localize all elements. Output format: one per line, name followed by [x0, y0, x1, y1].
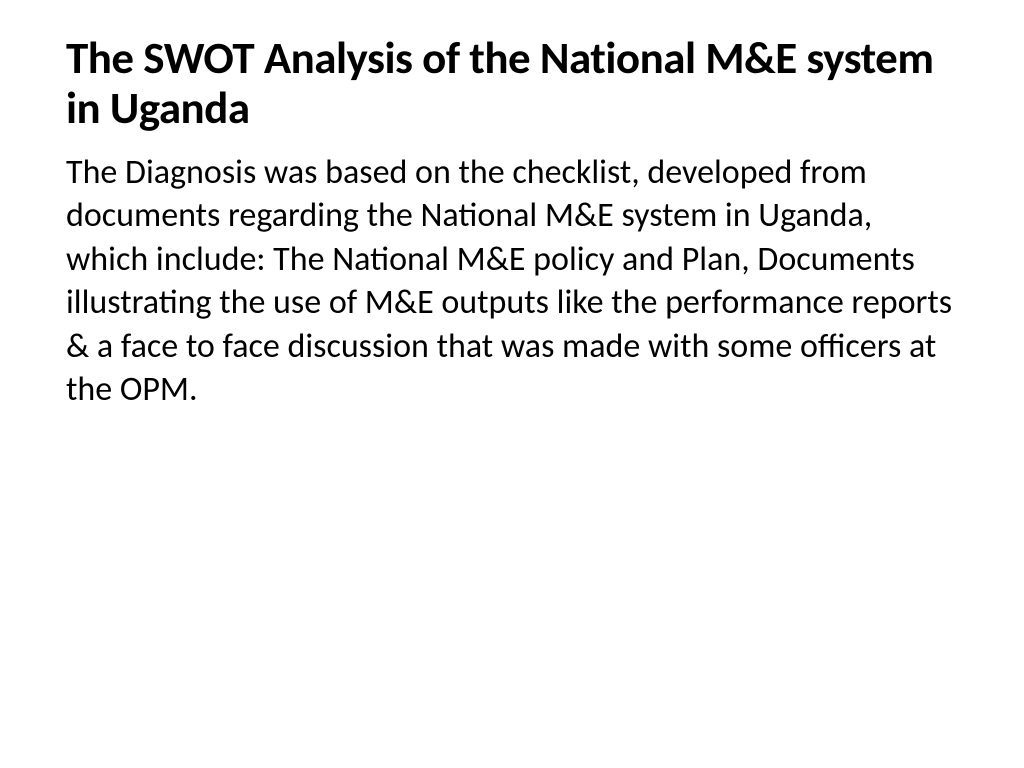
slide-title: The SWOT Analysis of the National M&E sy… [66, 34, 958, 135]
slide: The SWOT Analysis of the National M&E sy… [0, 0, 1024, 768]
slide-body-text: The Diagnosis was based on the checklist… [66, 151, 958, 412]
